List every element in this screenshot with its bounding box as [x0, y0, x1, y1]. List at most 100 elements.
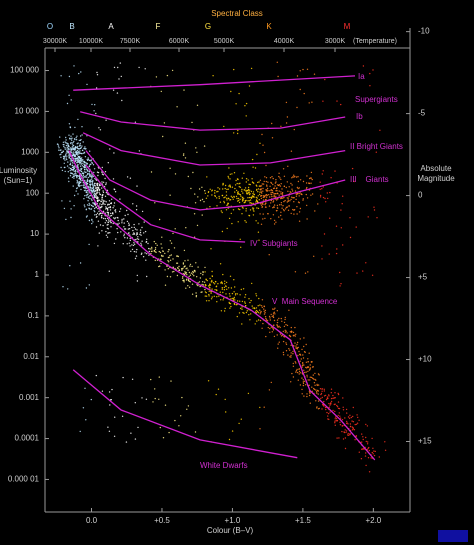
star-dot: [138, 150, 141, 152]
star-dot: [204, 291, 207, 293]
star-dot: [77, 166, 79, 168]
star-dot: [338, 412, 340, 414]
star-dot: [105, 182, 107, 184]
star-dot: [187, 405, 190, 407]
star-dot: [164, 404, 167, 406]
star-dot: [247, 179, 249, 181]
star-dot: [336, 437, 338, 439]
star-dot: [97, 182, 99, 185]
sequence-curve: [85, 150, 346, 211]
star-dot: [371, 451, 373, 454]
star-dot: [61, 151, 64, 154]
star-dot: [349, 217, 351, 219]
star-dot: [365, 440, 367, 443]
star-dot: [90, 183, 92, 186]
star-dot: [319, 196, 322, 198]
star-dot: [291, 188, 293, 190]
star-dot: [107, 228, 110, 230]
star-dot: [220, 299, 222, 301]
star-dot: [214, 189, 216, 192]
star-dot: [230, 212, 232, 215]
star-dot: [71, 169, 73, 171]
star-dot: [278, 204, 281, 206]
star-dot: [247, 186, 250, 189]
star-dot: [92, 164, 95, 166]
star-dot: [217, 190, 219, 193]
star-dot: [301, 348, 303, 351]
star-dot: [164, 269, 166, 271]
star-dot: [271, 195, 273, 198]
star-dot: [214, 194, 216, 197]
star-dot: [72, 144, 75, 147]
star-dot: [291, 177, 293, 179]
star-dot: [84, 206, 86, 208]
star-dot: [314, 372, 316, 375]
star-dot: [101, 196, 104, 198]
star-dot: [335, 420, 337, 422]
star-dot: [79, 150, 81, 152]
logo-box: [438, 530, 468, 542]
star-dot: [245, 221, 247, 223]
star-dot: [276, 61, 278, 63]
star-dot: [115, 211, 117, 213]
star-dot: [316, 391, 318, 393]
star-dot: [261, 299, 264, 301]
star-dot: [352, 421, 355, 423]
star-dot: [280, 204, 282, 206]
star-dot: [336, 406, 339, 408]
star-dot: [309, 364, 311, 366]
star-dot: [302, 363, 304, 365]
star-dot: [90, 160, 92, 162]
star-dot: [321, 388, 323, 390]
star-dot: [273, 194, 275, 197]
star-dot: [324, 394, 327, 397]
star-dot: [237, 197, 240, 200]
star-dot: [124, 214, 126, 217]
star-dot: [344, 447, 347, 450]
star-dot: [59, 149, 61, 151]
star-dot: [249, 301, 251, 304]
star-dot: [263, 308, 265, 310]
star-dot: [210, 291, 212, 293]
star-dot: [296, 106, 298, 109]
star-dot: [163, 122, 166, 124]
star-dot: [248, 200, 250, 202]
star-dot: [79, 161, 81, 163]
star-dot: [311, 101, 313, 103]
star-dot: [260, 194, 263, 197]
star-dot: [329, 191, 331, 194]
star-dot: [89, 150, 91, 152]
star-dot: [258, 199, 260, 201]
star-dot: [302, 362, 304, 364]
star-dot: [323, 388, 325, 390]
star-dot: [334, 424, 336, 426]
star-dot: [276, 310, 278, 312]
star-dot: [308, 394, 311, 397]
star-dot: [88, 219, 91, 222]
star-dot: [287, 197, 289, 199]
star-dot: [92, 221, 94, 223]
star-dot: [211, 194, 213, 196]
star-dot: [260, 305, 263, 307]
star-dot: [127, 213, 129, 216]
star-dot: [245, 190, 247, 192]
star-dot: [86, 174, 89, 176]
star-dot: [74, 152, 77, 154]
star-dot: [198, 281, 201, 283]
star-dot: [339, 271, 341, 274]
star-dot: [283, 321, 286, 324]
star-dot: [294, 342, 296, 344]
star-dot: [285, 350, 288, 352]
star-dot: [73, 194, 76, 197]
star-dot: [73, 205, 75, 207]
star-dot: [94, 193, 97, 195]
star-dot: [71, 146, 74, 148]
star-dot: [229, 185, 231, 187]
star-dot: [273, 319, 276, 322]
star-dot: [233, 132, 235, 134]
star-dot: [136, 238, 138, 240]
star-dot: [323, 400, 325, 403]
star-dot: [84, 171, 87, 173]
star-dot: [290, 198, 292, 201]
star-dot: [256, 153, 258, 156]
